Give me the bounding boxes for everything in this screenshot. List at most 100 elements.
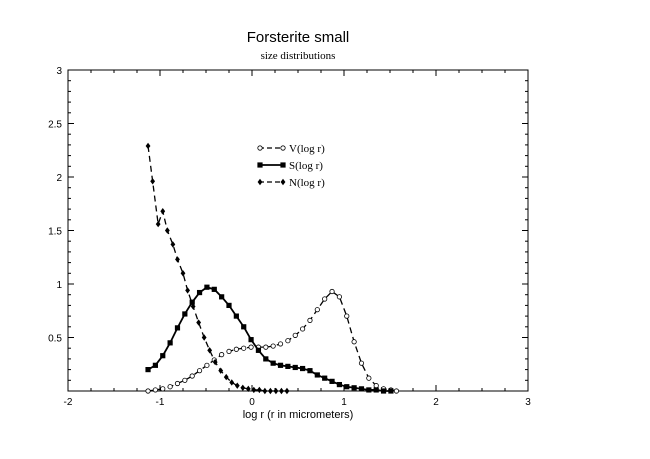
data-point [174,380,181,387]
x-tick-label: -2 [64,397,73,408]
data-point [344,313,350,319]
data-point [145,367,151,373]
y-tick-label: 1 [56,280,62,291]
data-point [329,288,335,295]
data-point [256,386,262,394]
data-point [219,352,225,358]
series-line [147,145,287,392]
data-point [219,294,225,300]
data-point [204,362,210,368]
x-axis-label: log r (r in micrometers) [243,409,354,421]
data-point [285,338,291,344]
data-point [164,227,170,234]
legend: V(log r) S(log r) N(log r) [257,143,325,189]
data-point [152,387,158,393]
data-point [262,387,268,395]
data-point [284,387,290,395]
legend-marker [257,162,263,168]
y-tick-label: 2 [56,173,62,184]
data-point [251,386,257,394]
x-tick-label: -1 [156,397,165,408]
series-line [147,286,391,392]
x-tick-label: 1 [341,397,347,408]
data-point [285,363,291,369]
data-point [263,356,269,362]
data-point [245,385,251,393]
data-point [300,365,306,372]
data-point [218,367,224,374]
data-point [211,286,217,292]
data-point [196,319,202,326]
data-point [344,384,350,390]
chart-subtitle: size distributions [261,50,336,62]
data-point [393,388,400,394]
series-0 [145,288,400,394]
legend-label: V(log r) [289,143,325,155]
data-point [240,384,246,391]
data-point [189,299,195,305]
data-point [314,307,320,313]
data-point [279,387,284,395]
legend-item: N(log r) [257,177,325,189]
legend-item: S(log r) [257,160,323,172]
data-point [233,313,239,319]
legend-marker [280,178,286,186]
y-tick-labels: 0.5 1 1.5 2 2.5 3 [48,66,62,345]
x-tick-labels: -2 -1 0 1 2 3 [64,397,532,408]
data-point [380,388,387,394]
legend-marker [257,145,263,151]
data-point [196,368,203,374]
data-point [182,311,188,317]
data-point [170,241,176,248]
data-point [263,344,269,350]
legend-marker [280,145,286,151]
data-point [273,387,279,395]
data-point [366,387,372,393]
legend-label: S(log r) [289,160,323,172]
data-point [226,302,232,308]
x-tick-label: 2 [433,397,439,408]
data-point [155,220,161,228]
data-point [174,325,181,331]
data-point [212,358,218,366]
data-point [241,324,247,330]
y-tick-label: 2.5 [48,120,62,131]
plot-frame [67,69,529,392]
data-point [299,326,306,332]
data-point [196,289,203,296]
data-point [145,142,151,150]
data-point [207,347,213,354]
data-point [160,353,166,359]
data-point [351,385,357,391]
y-tick-label: 0.5 [48,334,62,345]
data-point [185,287,190,294]
data-point [226,348,232,355]
data-point [336,381,342,388]
data-point [167,340,173,346]
data-point [336,294,342,300]
data-point [358,360,365,366]
data-point [292,332,298,338]
legend-label: N(log r) [289,177,325,189]
data-point [255,347,262,353]
data-point [270,343,276,349]
data-point [388,388,394,394]
data-point [189,373,195,379]
data-point [233,346,239,352]
data-point [234,382,240,389]
data-point [145,388,151,394]
data-point [314,372,320,378]
data-point [277,341,284,347]
data-point [150,178,156,185]
data-point [307,368,313,374]
x-tick-label: 3 [525,397,531,408]
y-tick-label: 1.5 [48,227,62,238]
data-point [152,362,158,368]
data-point [351,339,357,345]
legend-item: V(log r) [257,143,325,155]
series-1 [145,284,394,394]
data-point [182,377,188,383]
data-point [167,384,173,390]
data-point [204,284,210,290]
